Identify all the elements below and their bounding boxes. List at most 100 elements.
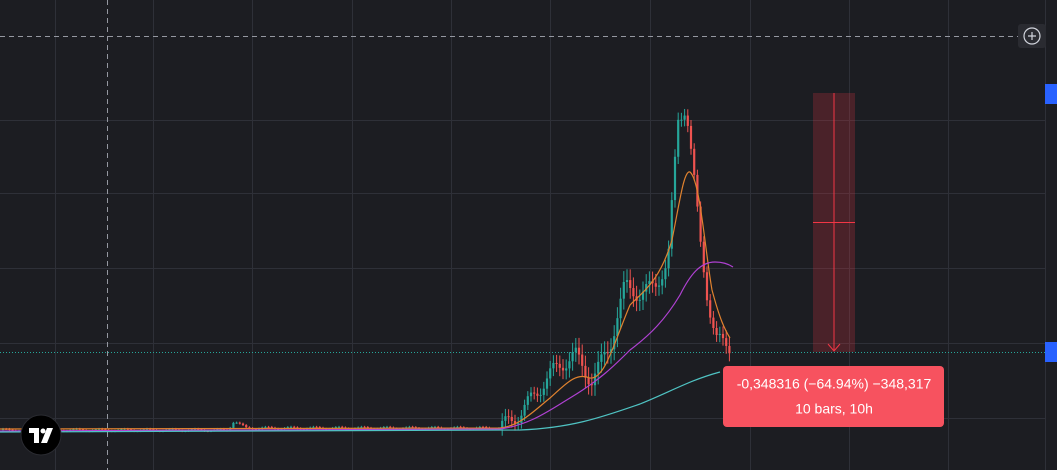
candle-body [705, 272, 709, 301]
candle-body [241, 423, 245, 426]
candle-body [622, 281, 625, 299]
candle-body [149, 428, 152, 430]
logo-mark [29, 428, 53, 443]
candle-body [11, 429, 14, 431]
candle-body [72, 429, 75, 431]
candle-body [168, 428, 171, 430]
candle-body [267, 426, 270, 428]
candle-body [680, 119, 683, 121]
add-button[interactable] [1023, 27, 1041, 45]
candle-body [721, 333, 725, 339]
candle-body [478, 426, 481, 428]
candle-body [661, 279, 664, 286]
candle-body [501, 420, 504, 429]
candle-body [81, 429, 85, 431]
candle-body [229, 427, 232, 431]
candle-body [689, 125, 693, 149]
candle-body [718, 333, 721, 336]
candle-body [481, 426, 485, 428]
candle-body [389, 426, 392, 428]
candle-body [565, 368, 568, 371]
candle-body [363, 426, 366, 428]
candle-body [312, 426, 315, 428]
candle-body [545, 378, 549, 389]
candle-body [677, 119, 680, 157]
candle-body [517, 422, 520, 425]
candle-body [581, 354, 584, 366]
candle-body [539, 394, 542, 396]
candle-body [603, 352, 606, 355]
candle-body [552, 362, 555, 369]
candle-body [193, 428, 197, 430]
candle-body [145, 428, 149, 430]
price-tag [1045, 84, 1057, 104]
candle-body [341, 426, 344, 428]
candle-body [673, 156, 677, 201]
candle-body [654, 283, 657, 287]
candle-body [152, 429, 155, 431]
measure-span: 10 bars, 10h [795, 401, 873, 417]
candle-body [536, 393, 539, 396]
candle-body [664, 268, 667, 280]
candle-body [667, 248, 670, 269]
candle-body [520, 415, 523, 423]
candle-body [219, 428, 222, 430]
candle-body [590, 384, 593, 386]
candle-body [616, 318, 619, 337]
candle-body [593, 373, 597, 386]
candle-body [686, 115, 689, 126]
candle-body [619, 298, 622, 319]
candle-body [625, 280, 629, 282]
candle-body [334, 427, 337, 429]
candle-body [555, 362, 558, 364]
candle-body [382, 426, 385, 428]
candle-body [222, 428, 225, 430]
candle-body [289, 426, 293, 428]
candle-body [648, 281, 651, 285]
candle-body [437, 426, 440, 428]
candle-body [632, 288, 635, 297]
candle-body [645, 284, 648, 292]
candle-body [94, 429, 97, 431]
ma-fast [0, 171, 731, 430]
candle-body [264, 426, 267, 428]
measure-change: -0,348316 (−64.94%) −348,317 [737, 376, 932, 392]
candle-body [584, 365, 587, 378]
candle-body [600, 354, 603, 362]
candle-body [337, 426, 341, 428]
candle-body [568, 361, 571, 369]
candle-body [120, 429, 123, 431]
price-axis [1045, 0, 1057, 470]
candle-body [504, 416, 507, 421]
measure-tooltip [723, 366, 944, 427]
candle-body [277, 428, 280, 430]
ma-slow [0, 371, 721, 433]
candle-body [702, 241, 705, 273]
candle-body [613, 336, 616, 350]
candle-body [641, 291, 645, 300]
candle-body [245, 425, 248, 428]
candle-body [597, 361, 600, 374]
candle-body [542, 388, 545, 395]
candle-body [296, 427, 299, 429]
candle-body [248, 427, 251, 429]
logo-dot [40, 428, 46, 434]
candle-body [459, 426, 462, 428]
candle-body [670, 200, 673, 249]
logo[interactable] [20, 414, 62, 456]
candle-body [629, 280, 632, 289]
candle-body [533, 392, 536, 394]
candle-body [526, 396, 529, 405]
candle-body [549, 368, 552, 379]
candle-body [430, 426, 433, 428]
candle-body [657, 285, 661, 287]
candle-body [171, 428, 174, 430]
candle-body [293, 426, 296, 428]
candle-body [238, 422, 241, 424]
candle-body [433, 426, 437, 428]
candle-body [574, 347, 577, 353]
candle-body [510, 416, 513, 422]
candle-body [408, 426, 411, 428]
candle-body [523, 404, 526, 416]
candle-body [728, 345, 731, 354]
